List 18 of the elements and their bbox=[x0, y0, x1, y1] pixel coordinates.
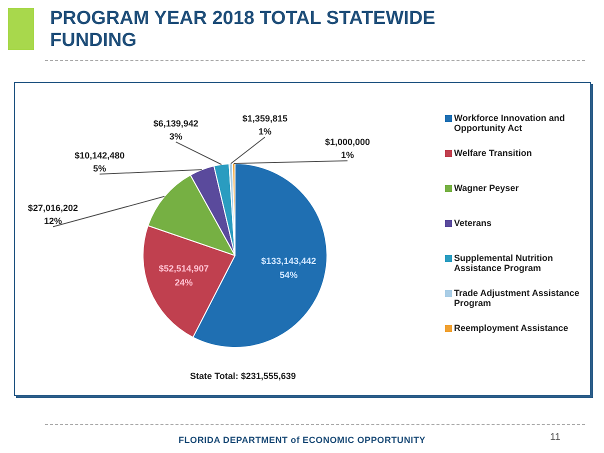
data-label: $27,016,202 12% bbox=[28, 203, 78, 226]
data-label: $1,359,815 1% bbox=[242, 114, 288, 137]
chart-title: PROGRAM YEAR 2018 TOTAL STATEWIDE FUNDING bbox=[50, 8, 436, 52]
data-label: $52,514,907 24% bbox=[158, 264, 209, 288]
legend-label: Supplemental Nutrition Assistance Program bbox=[454, 253, 554, 273]
data-label: $1,000,000 1% bbox=[324, 137, 370, 160]
legend-label: Trade Adjustment Assistance Program bbox=[454, 288, 580, 308]
data-label: $6,139,942 3% bbox=[153, 118, 198, 142]
legend-label: Veterans bbox=[454, 218, 492, 228]
data-label: $133,143,442 54% bbox=[261, 256, 316, 280]
text: 11 bbox=[550, 432, 560, 443]
legend-label: Wagner Peyser bbox=[454, 183, 519, 193]
data-label: $10,142,480 5% bbox=[74, 150, 125, 174]
legend-label: Welfare Transition bbox=[454, 148, 532, 158]
text: State Total: $231,555,639 bbox=[190, 371, 296, 381]
legend-label: Workforce Innovation and Opportunity Act bbox=[454, 113, 566, 133]
text: FLORIDA DEPARTMENT of ECONOMIC OPPORTUNITY bbox=[178, 435, 426, 445]
legend-label: Reemployment Assistance bbox=[454, 323, 568, 333]
